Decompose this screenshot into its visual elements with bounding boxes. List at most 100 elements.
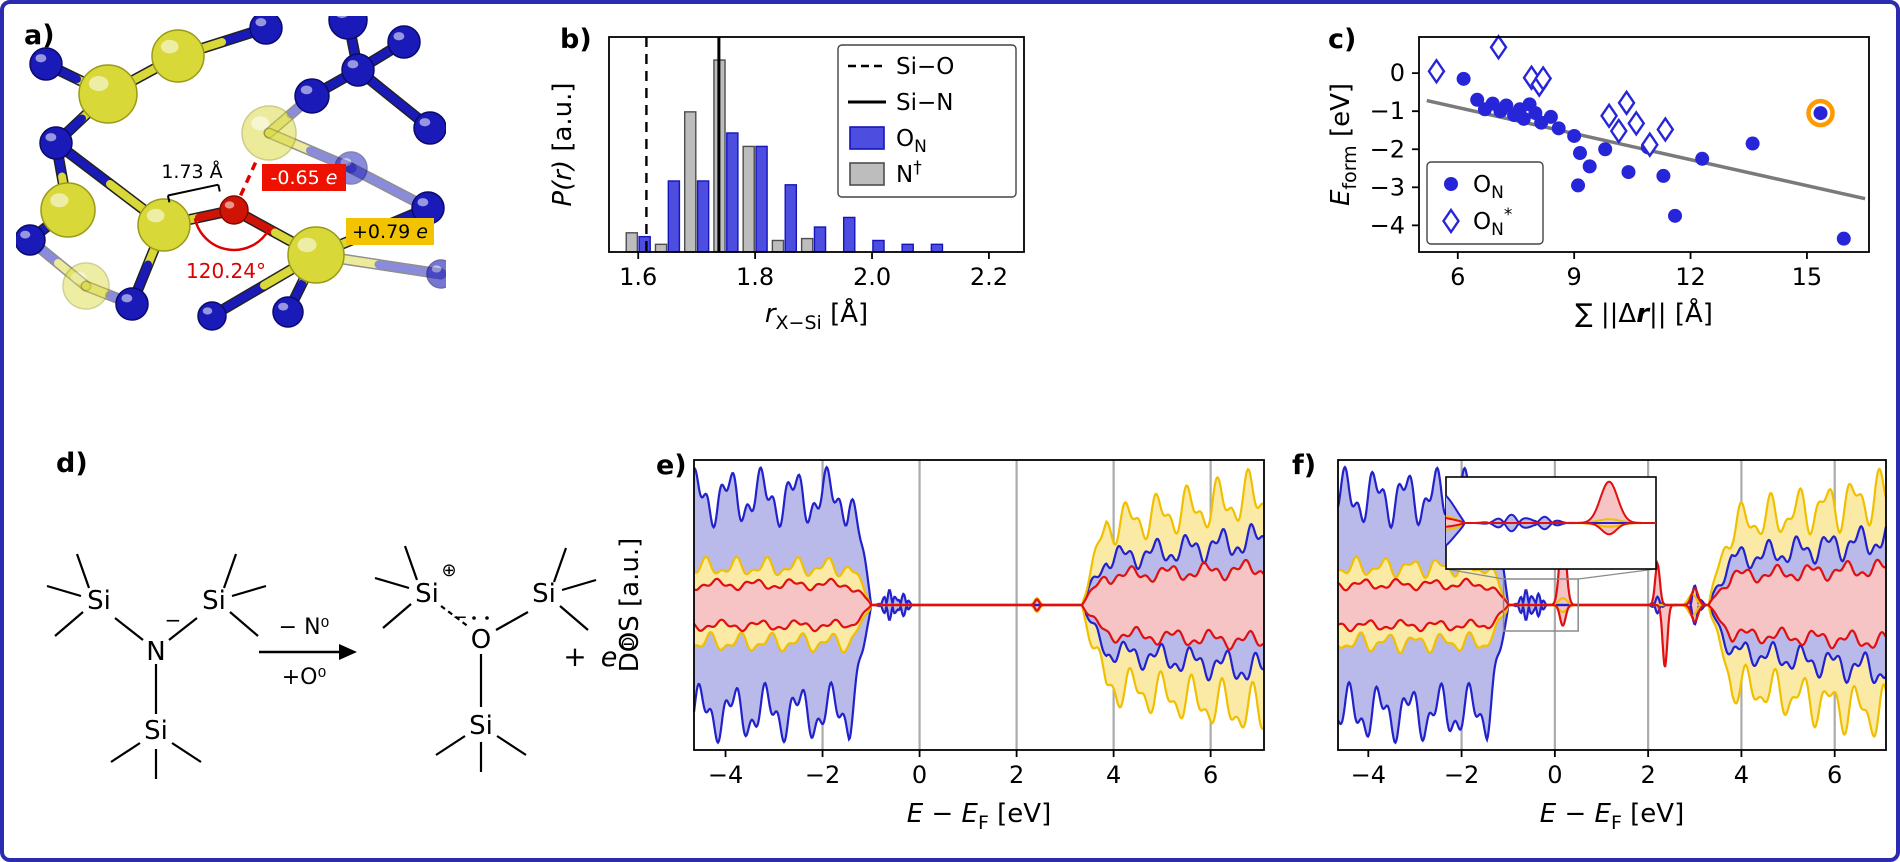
angle-label: 120.24°: [186, 259, 266, 283]
reaction-label-bottom: +O⁰: [282, 665, 327, 690]
scheme-atom-si: Si: [144, 716, 168, 746]
scatter-point-circle: [1516, 111, 1531, 126]
scatter-point-circle: [1836, 231, 1851, 246]
scatter-point-diamond: [1534, 65, 1553, 92]
histogram-bar-N-dagger: [742, 145, 755, 253]
reaction-label-top: − N⁰: [279, 615, 330, 640]
scheme-electron-charge: ⊖: [620, 633, 634, 655]
x-tick-label: −4: [708, 761, 743, 789]
legend-box: [837, 44, 1017, 198]
charge-positive-label: +0.79 e: [352, 221, 428, 243]
x-axis-label: ∑ ||Δr|| [Å]: [1575, 297, 1713, 329]
bond-length-label: 1.73 Å: [161, 160, 222, 183]
histogram-bar-N-dagger: [625, 232, 639, 253]
scheme-bond: [561, 578, 597, 592]
x-tick-label: 2: [1641, 761, 1656, 789]
scatter-point-circle: [1456, 71, 1471, 86]
scheme-bond: [559, 605, 589, 631]
scatter-point-circle: [1567, 128, 1582, 143]
n-atom: [16, 224, 46, 256]
x-tick-label: 6: [1203, 761, 1218, 789]
n-atom: [294, 78, 330, 114]
scatter-point-circle: [1813, 106, 1828, 121]
histogram-bar-O-N: [726, 132, 739, 253]
scheme-electron: e: [601, 642, 618, 673]
histogram-bar-N-dagger: [683, 111, 697, 253]
formation-energy-scatter-panel: 6 9 12 15 0 −1 −2 −3 −4 ∑ ||Δr|| [Å] Eform [eV] ONO…: [1326, 34, 1870, 329]
scheme-bond: [374, 576, 410, 590]
scatter-point-circle: [1621, 165, 1636, 180]
panel-b-label: b): [560, 24, 592, 55]
scheme-atom-n: N: [146, 637, 165, 667]
scheme-atom-si: Si: [415, 579, 439, 609]
scheme-bond: [168, 617, 198, 641]
n-atom: [272, 296, 304, 328]
scheme-bond: [382, 603, 412, 629]
x-tick-label: 2.2: [970, 263, 1008, 291]
scheme-bond: [171, 742, 202, 763]
lone-pair-dot: [485, 616, 489, 620]
n-atom: [115, 287, 149, 321]
dos-fill-red: [1338, 529, 1625, 632]
scheme-n-charge: −: [165, 608, 182, 632]
legend-sample: [1442, 207, 1460, 235]
scatter-point-diamond: [1609, 117, 1628, 145]
scatter-point-circle: [1656, 168, 1671, 183]
histogram-bar-N-dagger: [771, 239, 785, 253]
x-tick-label: 6: [1827, 761, 1842, 789]
inset-fill-red: [1446, 481, 1656, 535]
legend-label: N†: [896, 158, 922, 188]
scatter-point-circle: [1551, 121, 1566, 136]
panel-d-label: d): [56, 448, 88, 479]
scheme-atom-si: Si: [532, 579, 556, 609]
si-atom: [62, 262, 110, 310]
dos-fill-red: [1624, 559, 1886, 667]
scatter-point-diamond: [1627, 110, 1646, 137]
scheme-atom-si: Si: [469, 711, 493, 741]
x-tick-label: 4: [1106, 761, 1121, 789]
x-axis-label: rX−Si [Å]: [765, 297, 868, 334]
charge-negative-label: -0.65 e: [271, 167, 338, 189]
axes-frame: [1418, 36, 1870, 253]
si-atom: [151, 29, 205, 83]
length-bracket: [167, 183, 219, 197]
scatter-point-circle: [1582, 159, 1597, 174]
dos-line-red-down: [693, 603, 1265, 651]
n-atom: [197, 301, 227, 331]
scheme-si-charge: ⊕: [441, 560, 456, 581]
legend-sample: [849, 162, 885, 186]
x-tick-label: 1.6: [619, 263, 657, 291]
scheme-o-charge: −: [452, 607, 467, 628]
y-tick-label: −1: [1370, 97, 1405, 125]
histogram-bar-O-N: [872, 239, 885, 253]
si-atom: [40, 182, 96, 238]
x-axis-label: E − EF [eV]: [1540, 799, 1684, 834]
legend-label: ON*: [1473, 205, 1512, 240]
panel-a-label: a): [24, 20, 55, 51]
y-axis-label: DOS [a.u.]: [616, 538, 645, 672]
molecular-structure-panel: 1.73 Å 120.24° -0.65 e +0.79 e: [16, 16, 446, 331]
bond-length-histogram-panel: 1.6 1.8 2.0 2.2 rX−Si [Å] P(r) [a.u.] Si−O Si−N…: [549, 36, 1025, 334]
x-tick-label: 9: [1567, 263, 1582, 291]
n-atom: [39, 126, 73, 160]
dos-fill-red: [694, 578, 993, 632]
n-atom: [29, 47, 63, 81]
scatter-point-diamond: [1600, 102, 1619, 129]
scheme-bond: [495, 611, 529, 631]
x-tick-label: 6: [1450, 263, 1465, 291]
scatter-point-circle: [1695, 151, 1710, 166]
scatter-point-circle: [1745, 136, 1760, 151]
histogram-bar-O-N: [755, 145, 768, 253]
legend-sample: [1444, 177, 1458, 191]
axes-frame: [608, 36, 1025, 253]
histogram-bar-O-N: [930, 243, 944, 253]
scheme-bond: [110, 742, 141, 763]
y-axis-label: P(r) [a.u.]: [549, 82, 578, 206]
x-tick-label: −2: [1444, 761, 1479, 789]
scheme-bond: [231, 584, 267, 598]
si-atom: [287, 226, 345, 284]
scheme-atom-si: Si: [202, 586, 226, 616]
scatter-point-diamond: [1640, 131, 1659, 158]
si-atom: [78, 64, 138, 124]
